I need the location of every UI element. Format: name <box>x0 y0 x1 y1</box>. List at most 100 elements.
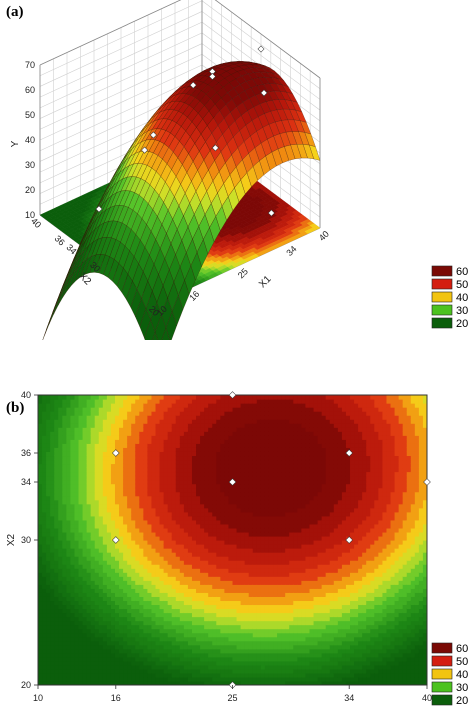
b-contour-cell <box>98 491 104 497</box>
b-contour-cell <box>123 499 128 505</box>
b-contour-cell <box>167 544 173 549</box>
b-contour-cell <box>98 620 104 626</box>
b-contour-cell <box>114 568 120 573</box>
b-contour-cell <box>90 435 96 440</box>
b-contour-cell <box>38 427 43 432</box>
b-contour-cell <box>62 511 67 517</box>
b-contour-cell <box>102 403 108 408</box>
b-contour-cell <box>110 632 116 638</box>
b-contour-cell <box>139 455 144 461</box>
b-contour-cell <box>82 640 88 646</box>
b-contour-cell <box>127 544 132 549</box>
b-contour-cell <box>151 624 157 630</box>
b-contour-cell <box>179 628 185 634</box>
b-contour-cell <box>127 552 132 557</box>
b-contour-cell <box>159 560 165 565</box>
b-contour-cell <box>58 636 63 642</box>
b-contour-cell <box>110 411 116 416</box>
b-contour-cell <box>42 544 47 549</box>
b-contour-cell <box>62 507 67 513</box>
b-contour-cell <box>38 584 43 589</box>
b-contour-cell <box>86 515 92 521</box>
b-contour-cell <box>86 523 92 529</box>
b-contour-cell <box>147 395 153 400</box>
b-contour-cell <box>147 415 153 420</box>
b-contour-cell <box>127 395 132 400</box>
b-contour-cell <box>46 632 51 638</box>
b-contour-cell <box>163 544 169 549</box>
b-contour-cell <box>139 507 144 513</box>
b-contour-cell <box>155 447 161 452</box>
b-contour-cell <box>78 419 84 424</box>
b-contour-cell <box>167 535 173 541</box>
b-contour-cell <box>54 495 59 501</box>
b-contour-cell <box>110 523 116 529</box>
b-contour-cell <box>155 584 161 589</box>
b-contour-cell <box>119 552 124 557</box>
b-contour-cell <box>62 600 67 606</box>
b-contour-cell <box>143 576 149 581</box>
b-contour-cell <box>62 483 67 489</box>
b-contour-cell <box>123 487 128 493</box>
b-contour-cell <box>70 487 76 493</box>
b-contour-cell <box>82 535 88 541</box>
b-contour-cell <box>106 419 112 424</box>
b-contour-cell <box>143 423 149 428</box>
b-contour-cell <box>114 507 120 513</box>
b-contour-cell <box>94 407 100 412</box>
b-contour-cell <box>171 507 177 513</box>
b-contour-cell <box>94 435 100 440</box>
b-contour-cell <box>82 467 88 473</box>
b-contour-cell <box>151 608 157 614</box>
b-contour-cell <box>42 435 47 440</box>
b-contour-cell <box>70 672 76 678</box>
b-contour-cell <box>171 439 177 444</box>
b-contour-cell <box>179 403 185 408</box>
b-contour-cell <box>86 467 92 473</box>
b-contour-cell <box>167 584 173 589</box>
b-contour-cell <box>54 672 59 678</box>
b-contour-cell <box>50 648 55 654</box>
b-contour-cell <box>62 491 67 497</box>
b-contour-cell <box>139 608 144 614</box>
b-contour-cell <box>127 668 132 674</box>
b-contour-cell <box>78 459 84 465</box>
b-contour-cell <box>70 624 76 630</box>
b-contour-cell <box>167 443 173 448</box>
b-contour-cell <box>50 596 55 602</box>
b-contour-cell <box>90 584 96 589</box>
b-contour-cell <box>106 548 112 553</box>
b-contour-cell <box>171 447 177 452</box>
b-contour-cell <box>42 447 47 452</box>
b-contour-cell <box>66 515 72 521</box>
b-contour-cell <box>147 499 153 505</box>
b-contour-cell <box>70 668 76 674</box>
b-contour-cell <box>38 632 43 638</box>
b-contour-cell <box>119 568 124 573</box>
b-contour-cell <box>171 572 177 577</box>
b-contour-cell <box>123 419 128 424</box>
b-contour-cell <box>171 527 177 533</box>
b-contour-cell <box>119 588 124 593</box>
b-contour-cell <box>151 592 157 597</box>
b-contour-cell <box>159 652 165 658</box>
b-contour-cell <box>50 503 55 509</box>
b-contour-cell <box>135 588 140 593</box>
b-contour-cell <box>167 624 173 630</box>
b-contour-cell <box>82 503 88 509</box>
b-contour-cell <box>139 592 144 597</box>
b-contour-cell <box>38 676 43 682</box>
b-contour-cell <box>139 535 144 541</box>
b-contour-cell <box>106 451 112 457</box>
b-contour-cell <box>110 640 116 646</box>
b-contour-cell <box>62 495 67 501</box>
b-contour-cell <box>127 511 132 517</box>
b-contour-cell <box>102 447 108 452</box>
b-contour-cell <box>94 523 100 529</box>
b-contour-cell <box>123 483 128 489</box>
b-contour-cell <box>143 608 149 614</box>
b-contour-cell <box>163 620 169 626</box>
b-contour-cell <box>110 552 116 557</box>
b-contour-cell <box>151 628 157 634</box>
b-contour-cell <box>131 447 136 452</box>
